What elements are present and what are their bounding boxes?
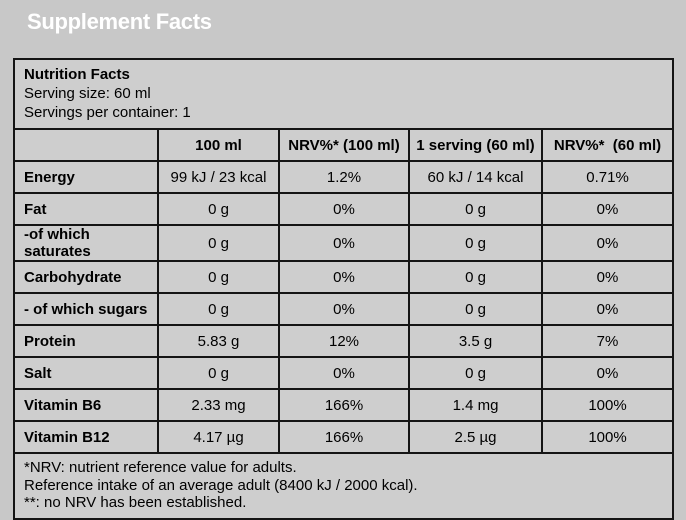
value-per-serving-cell: 0 g xyxy=(408,356,543,390)
footnotes-row: *NRV: nutrient reference value for adult… xyxy=(12,452,675,520)
nutrient-name-cell: -of which saturates xyxy=(13,224,159,262)
nrv-per-serving-cell: 0% xyxy=(540,356,675,390)
nrv-per-serving-cell: 0% xyxy=(540,224,675,262)
table-row-vitamin-b6: Vitamin B6 2.33 mg 166% 1.4 mg 100% xyxy=(13,388,675,422)
value-per-serving-cell: 0 g xyxy=(408,292,543,326)
nutrient-name-cell: Carbohydrate xyxy=(13,260,159,294)
value-per-serving-cell: 3.5 g xyxy=(408,324,543,358)
footnote-no-nrv: **: no NRV has been established. xyxy=(24,494,247,511)
nutrient-name-cell: Salt xyxy=(13,356,159,390)
value-per-100ml-cell: 5.83 g xyxy=(157,324,280,358)
value-per-100ml-cell: 0 g xyxy=(157,192,280,226)
value-per-serving-cell: 2.5 µg xyxy=(408,420,543,454)
value-per-serving-cell: 60 kJ / 14 kcal xyxy=(408,160,543,194)
nutrient-name-cell: - of which sugars xyxy=(13,292,159,326)
nrv-per-serving-cell: 7% xyxy=(540,324,675,358)
page-title: Supplement Facts xyxy=(27,9,212,34)
nrv-per-100ml-cell: 166% xyxy=(278,388,410,422)
value-per-serving-cell: 1.4 mg xyxy=(408,388,543,422)
nrv-per-serving-cell: 0% xyxy=(540,192,675,226)
value-per-serving-cell: 0 g xyxy=(408,260,543,294)
header-nrv-100ml: NRV%* (100 ml) xyxy=(278,128,410,162)
nutrition-facts-heading: Nutrition Facts xyxy=(24,66,130,83)
value-per-100ml-cell: 2.33 mg xyxy=(157,388,280,422)
nutrient-name-cell: Vitamin B12 xyxy=(13,420,159,454)
nrv-per-serving-cell: 0% xyxy=(540,260,675,294)
nutrient-name-cell: Protein xyxy=(13,324,159,358)
nutrient-name-cell: Energy xyxy=(13,160,159,194)
value-per-serving-cell: 0 g xyxy=(408,192,543,226)
nrv-per-serving-cell: 0.71% xyxy=(540,160,675,194)
nrv-per-100ml-cell: 0% xyxy=(278,356,410,390)
serving-info-row: Nutrition Facts Serving size: 60 ml Serv… xyxy=(12,58,675,130)
nrv-per-100ml-cell: 166% xyxy=(278,420,410,454)
header-nrv-serving: NRV%* (60 ml) xyxy=(540,128,675,162)
value-per-100ml-cell: 4.17 µg xyxy=(157,420,280,454)
value-per-100ml-cell: 99 kJ / 23 kcal xyxy=(157,160,280,194)
nrv-per-serving-cell: 100% xyxy=(540,388,675,422)
table-row-protein: Protein 5.83 g 12% 3.5 g 7% xyxy=(13,324,675,358)
footnotes-cell: *NRV: nutrient reference value for adult… xyxy=(12,452,675,520)
table-row-salt: Salt 0 g 0% 0 g 0% xyxy=(13,356,675,390)
nrv-per-100ml-cell: 0% xyxy=(278,224,410,262)
nrv-per-serving-cell: 100% xyxy=(540,420,675,454)
nrv-per-100ml-cell: 1.2% xyxy=(278,160,410,194)
nutrient-name-cell: Fat xyxy=(13,192,159,226)
value-per-100ml-cell: 0 g xyxy=(157,224,280,262)
header-per-serving: 1 serving (60 ml) xyxy=(408,128,543,162)
nrv-per-100ml-cell: 0% xyxy=(278,260,410,294)
nutrient-name-cell: Vitamin B6 xyxy=(13,388,159,422)
table-row-carbohydrate: Carbohydrate 0 g 0% 0 g 0% xyxy=(13,260,675,294)
table-row-vitamin-b12: Vitamin B12 4.17 µg 166% 2.5 µg 100% xyxy=(13,420,675,454)
value-per-100ml-cell: 0 g xyxy=(157,356,280,390)
nrv-per-serving-cell: 0% xyxy=(540,292,675,326)
column-header-row: 100 ml NRV%* (100 ml) 1 serving (60 ml) … xyxy=(13,128,675,162)
table-row-fat: Fat 0 g 0% 0 g 0% xyxy=(13,192,675,226)
footnote-nrv-definition: *NRV: nutrient reference value for adult… xyxy=(24,459,297,476)
serving-info-cell: Nutrition Facts Serving size: 60 ml Serv… xyxy=(12,58,675,130)
value-per-100ml-cell: 0 g xyxy=(157,292,280,326)
table-row-sugars: - of which sugars 0 g 0% 0 g 0% xyxy=(13,292,675,326)
serving-size-line: Serving size: 60 ml xyxy=(24,85,151,102)
nrv-per-100ml-cell: 12% xyxy=(278,324,410,358)
table-row-saturates: -of which saturates 0 g 0% 0 g 0% xyxy=(13,224,675,262)
nutrition-facts-table: Nutrition Facts Serving size: 60 ml Serv… xyxy=(12,58,675,520)
footnote-reference-intake: Reference intake of an average adult (84… xyxy=(24,476,418,494)
nrv-per-100ml-cell: 0% xyxy=(278,292,410,326)
value-per-100ml-cell: 0 g xyxy=(157,260,280,294)
nrv-per-100ml-cell: 0% xyxy=(278,192,410,226)
header-per-100ml: 100 ml xyxy=(157,128,280,162)
servings-per-container-line: Servings per container: 1 xyxy=(24,104,191,121)
header-blank-cell xyxy=(13,128,159,162)
value-per-serving-cell: 0 g xyxy=(408,224,543,262)
table-row-energy: Energy 99 kJ / 23 kcal 1.2% 60 kJ / 14 k… xyxy=(13,160,675,194)
